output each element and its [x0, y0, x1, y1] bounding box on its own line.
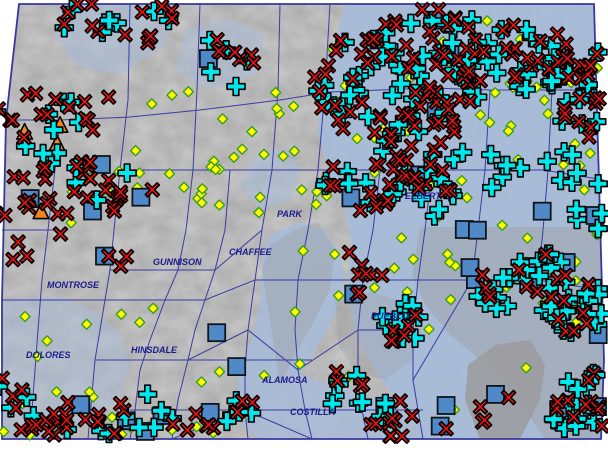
svg-text:ELBERT: ELBERT [405, 191, 442, 201]
svg-text:COSTILLA: COSTILLA [290, 407, 335, 417]
svg-text:ALAMOSA: ALAMOSA [261, 375, 308, 385]
svg-text:HINSDALE: HINSDALE [131, 345, 178, 355]
svg-text:DOLORES: DOLORES [26, 350, 71, 360]
svg-text:PARK: PARK [277, 209, 303, 219]
svg-text:MONTROSE: MONTROSE [47, 280, 100, 290]
svg-text:GUNNISON: GUNNISON [153, 257, 202, 267]
svg-text:CHAFFEE: CHAFFEE [229, 247, 272, 257]
svg-text:PUEBLO: PUEBLO [371, 311, 409, 321]
